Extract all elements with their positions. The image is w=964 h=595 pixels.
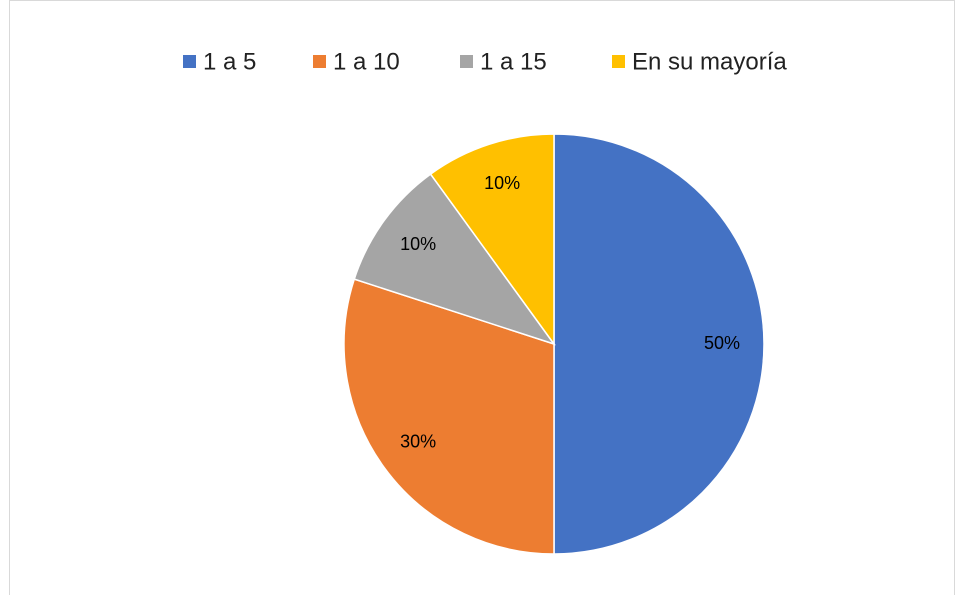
pie-slice: [353, 173, 556, 346]
data-label: 50%: [704, 333, 740, 353]
data-label: 30%: [400, 431, 436, 451]
legend-label: En su mayoría: [632, 48, 787, 75]
legend-swatch: [183, 55, 196, 68]
legend-label: 1 a 5: [203, 48, 256, 75]
legend-label: 1 a 15: [480, 48, 547, 75]
legend-label: 1 a 10: [333, 48, 400, 75]
legend-swatch: [460, 55, 473, 68]
legend-swatch: [313, 55, 326, 68]
pie-slice: [343, 278, 555, 555]
chart-border: [9, 0, 955, 595]
data-label: 10%: [484, 173, 520, 193]
pie-slice: [553, 133, 765, 555]
pie-slice: [429, 133, 555, 347]
data-label: 10%: [400, 234, 436, 254]
legend-swatch: [612, 55, 625, 68]
